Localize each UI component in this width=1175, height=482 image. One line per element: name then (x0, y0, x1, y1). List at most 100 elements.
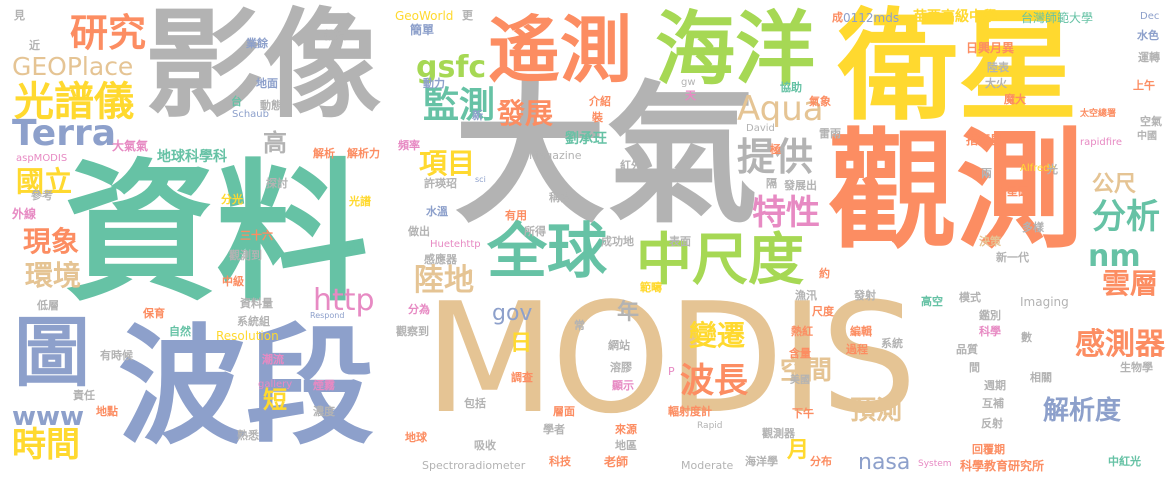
word-familiar: 熟悉 (237, 429, 259, 442)
word-national: 國立 (16, 165, 73, 198)
word-remote-sensing: 遙測 (488, 8, 633, 92)
word-imaging: Imaging (1020, 295, 1069, 309)
word-absorb: 吸收 (474, 439, 496, 452)
word-sometimes: 有時候 (100, 349, 133, 362)
word-land-surface: 陸表 (987, 61, 1009, 74)
word-huge: 魔大 (1004, 93, 1026, 106)
word-content: 含量 (789, 347, 811, 360)
word-pole: 極 (770, 143, 781, 156)
word-spectrum: 光譜 (349, 195, 371, 208)
word-air: 空氣 (1140, 115, 1162, 128)
word-science: 科學 (979, 325, 1001, 338)
word-global: 全球 (487, 217, 607, 287)
word-characteristics: 特性 (752, 193, 820, 233)
word-dynamics: 動態 (260, 99, 282, 112)
word-display: 顯示 (612, 379, 634, 392)
word-split-light: 分光 (221, 193, 243, 206)
word-phenomenon: 現象 (23, 225, 80, 258)
word-mesoscale: 中尺度 (636, 228, 804, 293)
word-ground: 地面 (256, 77, 278, 90)
word-data: 資料 (64, 145, 368, 322)
word-mode: 模式 (959, 291, 981, 304)
word-ir: 紅外 (620, 159, 642, 172)
word-environment: 環境 (25, 259, 82, 292)
word-huetehttp: Huetehttp (430, 239, 481, 250)
word-reflection: 反射 (981, 417, 1003, 430)
word-two: 兩 (981, 167, 992, 180)
word-observed-2: 觀察到 (396, 325, 429, 338)
word-short: 短 (263, 386, 287, 414)
word-aerosol: 溶膠 (610, 361, 632, 374)
word-moderate: Moderate (681, 459, 734, 472)
word-low-layer: 低層 (37, 299, 59, 312)
word-light: 光 (1047, 163, 1058, 176)
word-map: 圖 (14, 308, 90, 397)
word-analyze: 解析 (313, 147, 335, 160)
word-time: 時間 (12, 425, 80, 465)
word-explore: 探討 (266, 177, 288, 190)
word-launch: 發射 (854, 289, 876, 302)
word-gov: gov (492, 301, 533, 326)
word-modis: MODIS (424, 270, 917, 447)
word-ocean: 海洋 (655, 3, 815, 96)
word-oceanography: 海洋學 (745, 455, 778, 468)
word-successfully: 成功地 (601, 235, 634, 248)
word-space: 空間 (780, 356, 833, 386)
word-high-altitude: 高空 (921, 295, 943, 308)
word-day: 日 (510, 331, 533, 356)
word-quality: 品質 (956, 343, 978, 356)
word-responsibility: 責任 (73, 389, 95, 402)
word-dec: Dec (1140, 11, 1160, 22)
word-wildfire: 大火 (985, 77, 1007, 90)
word-called: 稱為 (549, 191, 571, 204)
word-obtained: 所得 (524, 225, 546, 238)
word-rapid-change: 日興月異 (966, 41, 1015, 55)
word-observation: 觀測 (828, 117, 1085, 266)
word-make: 做出 (408, 225, 430, 238)
word-earth: 地球 (405, 431, 427, 444)
word-observer: 觀測器 (762, 427, 795, 440)
word-source: 來源 (615, 423, 637, 436)
word-include: 包括 (464, 397, 486, 410)
word-forecast: 預測 (850, 396, 903, 426)
word-sensor: 感測器 (1075, 327, 1165, 362)
word-mid-ir: 中紅光 (1108, 455, 1141, 468)
word-item: 項目 (419, 147, 476, 180)
word-divided-into: 分為 (408, 303, 430, 316)
word-developed: 發展出 (784, 179, 817, 192)
word-space-agency: 太空總署 (1080, 109, 1117, 119)
word-atmosphere: 大氣 (454, 67, 758, 244)
word-ocean-color: 水色 (1137, 29, 1159, 42)
word-research: 研究 (70, 11, 147, 55)
word-operation: 運轉 (1138, 51, 1160, 64)
word-resolution: 解析度 (1043, 396, 1122, 426)
word-aqua: Aqua (737, 89, 824, 129)
word-process: 過程 (846, 343, 868, 356)
word-geoworld: GeoWorld (395, 9, 454, 23)
word-morning: 上午 (1133, 79, 1155, 92)
word-scale: 尺度 (812, 305, 834, 318)
word-more: 更 (462, 9, 473, 22)
word-gw: gw (681, 77, 696, 88)
word-intermediate: 中級 (222, 275, 244, 288)
word-system: 系統 (881, 337, 903, 350)
word-thunderstorm: 雷雨 (819, 127, 841, 140)
word-edit: 編輯 (850, 325, 872, 338)
word-monitoring: 監測 (423, 85, 496, 126)
word-alfredo: Alfredo (1020, 163, 1056, 174)
word-spectroradiometer: Spectroradiometer (422, 459, 526, 472)
word-jian: 見 (14, 9, 25, 22)
word-satellite: 衛星 (838, 0, 1078, 137)
word-conservation: 保育 (143, 307, 165, 320)
word-miaoli-high-school: 苗栗高級中學 (913, 9, 997, 25)
word-new-generation: 新一代 (996, 251, 1029, 264)
word-assist: 協助 (780, 81, 802, 94)
word-website: 網站 (608, 339, 630, 352)
word-zhuang: 裝 (592, 111, 603, 124)
word-meter: 公尺 (1092, 172, 1137, 197)
word-thirty-six: 三十六 (240, 229, 273, 242)
word-band: 波段 (118, 313, 375, 462)
word-decision: 決策 (979, 235, 1001, 248)
word-china: 中國 (1137, 131, 1157, 142)
